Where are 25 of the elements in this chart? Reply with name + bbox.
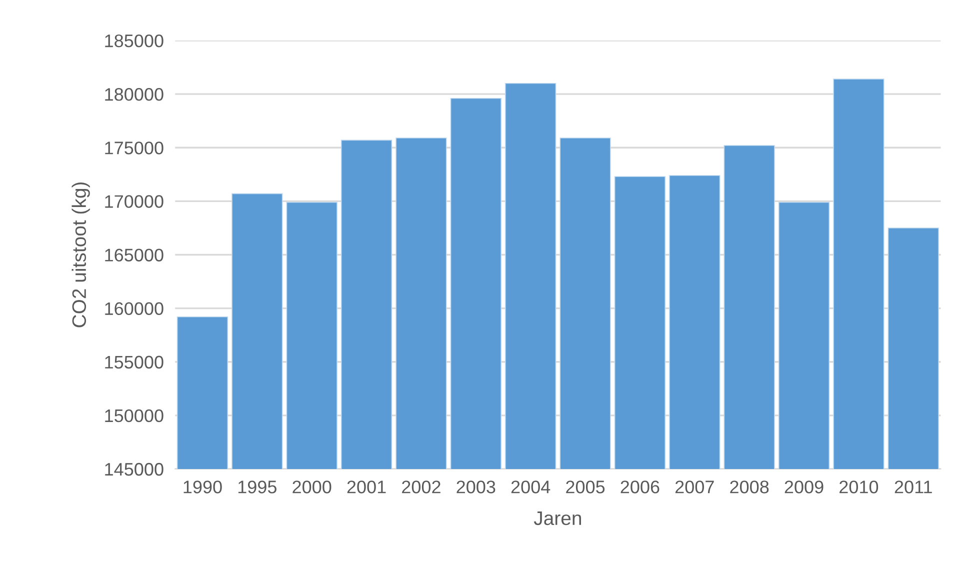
x-tick-label: 2010 bbox=[840, 480, 878, 494]
x-tick-label: 1995 bbox=[238, 480, 276, 494]
x-tick-label: 2003 bbox=[456, 480, 496, 494]
y-tick-label: 145000 bbox=[105, 462, 164, 476]
x-axis-title: Jaren bbox=[534, 512, 581, 526]
x-tick-label: 2005 bbox=[566, 480, 605, 494]
y-tick-label: 180000 bbox=[105, 88, 164, 101]
y-tick-label: 170000 bbox=[105, 195, 164, 208]
x-tick-label: 1990 bbox=[184, 480, 222, 494]
x-tick-label: 2008 bbox=[730, 480, 769, 494]
y-tick-label: 175000 bbox=[105, 142, 164, 154]
y-tick-label: 160000 bbox=[105, 302, 164, 316]
x-tick-label: 2007 bbox=[675, 480, 714, 494]
x-tick-label: 2000 bbox=[292, 480, 332, 494]
x-tick-label: 2004 bbox=[511, 480, 550, 494]
x-tick-label: 2001 bbox=[347, 480, 386, 494]
y-axis-title: CO2 uitstoot (kg) bbox=[72, 182, 90, 328]
y-tick-label: 165000 bbox=[105, 248, 164, 262]
x-tick-label: 2011 bbox=[894, 480, 932, 494]
x-tick-label: 2006 bbox=[620, 480, 660, 494]
y-tick-label: 155000 bbox=[105, 356, 164, 369]
y-tick-label: 185000 bbox=[105, 34, 164, 48]
x-tick-label: 2002 bbox=[402, 480, 440, 494]
y-tick-label: 150000 bbox=[105, 409, 164, 422]
x-tick-label: 2009 bbox=[784, 480, 824, 494]
